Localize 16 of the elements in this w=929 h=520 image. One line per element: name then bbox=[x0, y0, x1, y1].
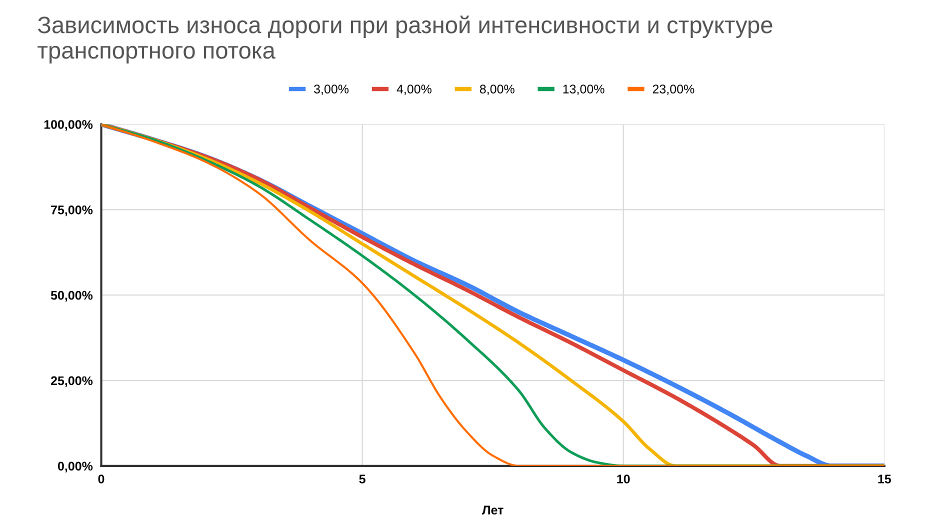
legend-label: 23,00% bbox=[652, 84, 694, 95]
y-tick-label: 75,00% bbox=[51, 205, 93, 216]
legend-label: 3,00% bbox=[314, 84, 349, 95]
y-tick-label: 100,00% bbox=[44, 120, 93, 131]
chart-title: Зависимость износа дороги при разной интенсивности и структуре транспортного потока bbox=[38, 16, 772, 64]
x-axis-title: Лет bbox=[482, 506, 504, 515]
x-tick-label: 10 bbox=[617, 474, 630, 484]
x-tick-label: 15 bbox=[878, 474, 892, 484]
legend-label: 8,00% bbox=[480, 84, 514, 95]
x-tick-label: 0 bbox=[98, 474, 104, 484]
x-tick-label: 5 bbox=[359, 474, 366, 484]
legend-label: 4,00% bbox=[396, 84, 432, 95]
y-tick-label: 25,00% bbox=[50, 376, 93, 387]
y-tick-label: 0,00% bbox=[58, 462, 93, 472]
legend-label: 13,00% bbox=[563, 84, 604, 95]
y-tick-label: 50,00% bbox=[50, 290, 93, 302]
